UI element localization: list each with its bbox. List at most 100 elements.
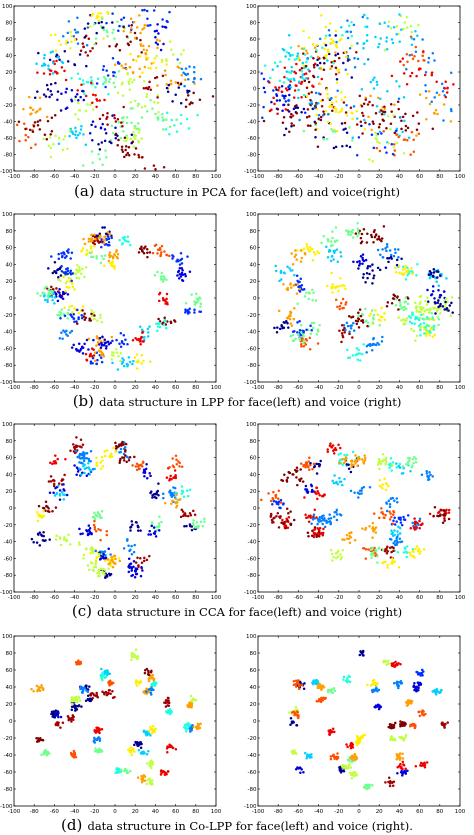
data-point <box>397 316 400 319</box>
data-point <box>97 731 101 734</box>
data-point <box>406 551 409 555</box>
data-point <box>40 533 43 536</box>
panel-b-face: -100 -80 -60 -40 -20 0 20 40 60 80 100100806040200… <box>0 212 222 391</box>
data-point <box>85 359 89 362</box>
data-point <box>77 101 80 105</box>
data-point <box>286 322 289 325</box>
data-point <box>125 116 129 119</box>
data-point <box>199 520 203 523</box>
axes-box <box>13 635 217 807</box>
data-point <box>124 449 127 452</box>
data-point <box>431 127 435 131</box>
data-point <box>90 562 94 565</box>
data-point <box>89 247 93 250</box>
data-point <box>56 457 59 461</box>
y-tick-label: 60 <box>250 37 257 43</box>
data-point <box>346 72 349 76</box>
data-point <box>53 296 57 299</box>
data-point <box>293 58 296 61</box>
data-point <box>56 72 59 75</box>
data-point <box>166 750 169 754</box>
data-point <box>295 62 298 66</box>
data-point <box>196 113 199 117</box>
data-point <box>393 499 396 502</box>
data-point <box>97 528 100 531</box>
data-point <box>130 753 134 757</box>
data-point <box>58 294 62 297</box>
data-point <box>119 136 123 140</box>
data-point <box>321 531 325 535</box>
data-point <box>287 515 291 519</box>
data-point <box>332 452 336 455</box>
data-point <box>140 561 144 565</box>
data-point <box>382 225 386 228</box>
data-point <box>67 308 70 311</box>
data-point <box>122 459 126 462</box>
data-point <box>123 155 126 159</box>
data-point <box>185 117 189 121</box>
data-point <box>76 42 80 45</box>
data-point <box>390 545 394 549</box>
data-point <box>103 568 106 571</box>
data-point <box>341 328 345 332</box>
data-point <box>158 524 161 528</box>
data-point <box>360 232 364 236</box>
data-point <box>155 75 159 79</box>
data-point <box>199 302 203 306</box>
data-point <box>445 508 448 512</box>
data-point <box>79 438 83 442</box>
data-point <box>78 543 81 547</box>
data-point <box>142 251 146 255</box>
data-point <box>174 454 178 457</box>
data-point <box>376 266 380 270</box>
data-point <box>97 749 100 752</box>
data-point <box>111 114 114 117</box>
data-point <box>163 316 166 319</box>
data-point <box>176 58 179 61</box>
data-point <box>187 705 190 708</box>
data-point <box>116 368 120 371</box>
y-tick-label: 20 <box>250 702 257 708</box>
data-point <box>326 92 329 96</box>
data-point <box>89 532 93 535</box>
data-point <box>149 99 152 102</box>
data-point <box>149 671 153 674</box>
data-point <box>147 749 150 753</box>
data-point <box>380 507 383 510</box>
data-point <box>345 453 349 457</box>
data-point <box>309 124 312 128</box>
data-point <box>85 452 89 455</box>
data-point <box>386 256 389 260</box>
data-point <box>412 462 415 465</box>
data-point <box>429 317 433 321</box>
data-point <box>168 132 171 136</box>
data-point <box>424 334 428 338</box>
data-point <box>307 460 310 463</box>
data-point <box>443 308 446 311</box>
data-point <box>155 492 158 496</box>
data-point <box>90 309 93 312</box>
data-point <box>442 290 446 293</box>
data-point <box>174 93 177 96</box>
data-point <box>33 121 37 124</box>
data-point <box>385 501 388 504</box>
data-point <box>433 306 437 310</box>
data-point <box>69 277 72 280</box>
data-point <box>61 297 65 301</box>
data-point <box>35 511 39 514</box>
data-point <box>418 552 421 555</box>
data-point <box>399 540 402 544</box>
data-point <box>157 522 161 525</box>
data-point <box>356 57 360 61</box>
data-point <box>288 130 291 133</box>
data-point <box>430 312 433 315</box>
data-point <box>452 83 455 86</box>
data-point <box>413 517 416 520</box>
data-point <box>356 464 359 468</box>
data-point <box>419 300 422 304</box>
data-point <box>338 446 342 450</box>
data-point <box>413 322 416 325</box>
data-point <box>77 695 80 699</box>
data-point <box>393 529 396 532</box>
data-point <box>319 118 323 122</box>
